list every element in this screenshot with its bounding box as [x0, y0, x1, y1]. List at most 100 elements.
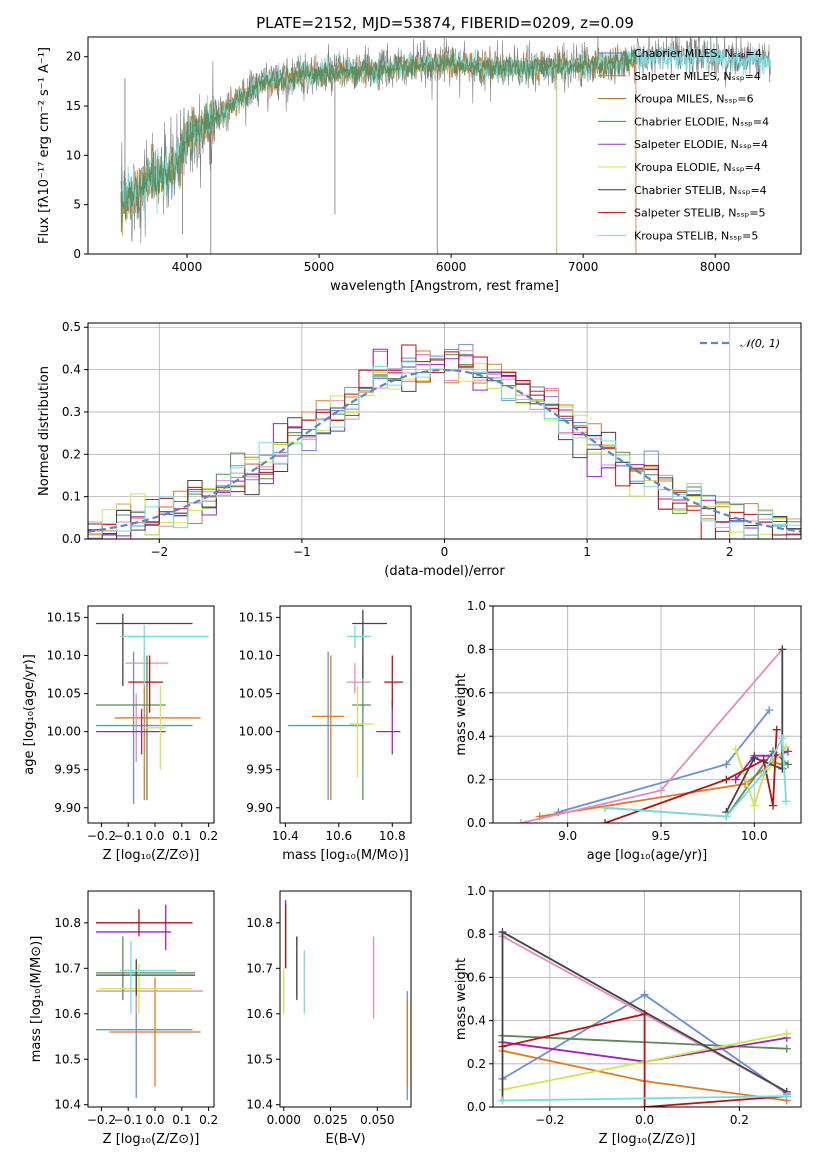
x-tick-label: 0: [441, 545, 449, 559]
series-marker: [772, 725, 781, 734]
series-marker: [601, 819, 609, 823]
series-marker: [782, 1092, 791, 1101]
y-tick-label: 10.4: [54, 1098, 81, 1112]
x-tick-label: 0.2: [199, 1113, 218, 1127]
legend-label: Chabrier ELODIE, Nₛₛₚ=4: [634, 115, 769, 128]
y-tick-label: 0.3: [62, 405, 81, 419]
y-tick-label: 9.90: [54, 801, 81, 815]
x-axis-label: (data-model)/error: [384, 564, 505, 579]
axes-frame: [87, 36, 802, 255]
series-marker: [722, 812, 731, 821]
legend-label: Kroupa MILES, Nₛₛₚ=6: [634, 93, 754, 106]
panel-mass_vs_EBV: 0.000 0.025 0.050 10.4 10.5 10.6 10.7 10.8 E(B-V…: [246, 890, 412, 1147]
x-tick-label: −0.2: [87, 829, 116, 843]
axes-frame: [87, 322, 802, 540]
y-tick-label: 0.8: [467, 927, 486, 941]
y-tick-label: 10.05: [47, 687, 81, 701]
y-tick-label: 0.5: [62, 320, 81, 334]
series-marker: [769, 801, 777, 810]
axes-frame: [492, 605, 802, 824]
panel-massweight_vs_Z: −0.2 0.0 0.2 0.0 0.2 0.4 0.6 0.8 1.0 Z [log₁₀(Z/Z…: [454, 884, 802, 1147]
x-tick-label: −0.2: [535, 1113, 564, 1127]
series-marker: [640, 1010, 649, 1019]
series-marker: [782, 1044, 791, 1053]
series-marker: [517, 819, 525, 823]
x-axis-label: E(B-V): [325, 1132, 365, 1147]
y-axis-label: mass [log₁₀(M/M⊙)]: [29, 936, 44, 1063]
plot-area: [88, 344, 801, 539]
plot-area: [288, 609, 403, 801]
gaussian-curve: [88, 368, 801, 533]
x-tick-label: 7000: [568, 260, 599, 274]
series-marker: [722, 760, 731, 769]
y-tick-label: 9.95: [246, 763, 273, 777]
panel-age_vs_mass: 10.4 10.6 10.8 9.90 9.95 10.00 10.05 10.10 10.15…: [239, 605, 412, 863]
series-marker: [783, 747, 792, 756]
series-marker: [782, 1029, 791, 1038]
y-tick-label: 0.4: [467, 729, 486, 743]
x-tick-label: 2: [726, 545, 734, 559]
y-tick-label: 10.5: [246, 1052, 273, 1066]
y-tick-label: 0.2: [467, 1057, 486, 1071]
y-tick-label: 20: [66, 50, 81, 64]
x-tick-label: 8000: [700, 260, 731, 274]
histogram-series: [88, 344, 801, 539]
legend-label: Salpeter MILES, Nₛₛₚ=4: [634, 70, 761, 83]
y-tick-label: 10.15: [47, 610, 81, 624]
panel-age_vs_Z: −0.2−0.1 0.0 0.1 0.2 9.90 9.95 10.00 10.05 10.10…: [22, 605, 218, 863]
mass-weight-series: [502, 1012, 787, 1107]
x-tick-label: 0.2: [730, 1113, 749, 1127]
series-marker: [759, 769, 768, 778]
x-tick-label: 9.5: [651, 829, 670, 843]
y-tick-label: 10.10: [239, 648, 273, 662]
y-tick-label: 0.0: [467, 816, 486, 830]
series-marker: [731, 775, 740, 784]
x-tick-label: 10.8: [379, 829, 406, 843]
y-tick-label: 1.0: [467, 599, 486, 613]
series-marker: [750, 753, 759, 762]
series-marker: [640, 1103, 649, 1107]
x-tick-label: 0.000: [267, 1113, 301, 1127]
x-axis-label: age [log₁₀(age/yr)]: [587, 848, 708, 863]
y-tick-label: 5: [73, 198, 81, 212]
series-marker: [783, 760, 792, 769]
series-marker: [640, 990, 649, 999]
x-tick-label: 4000: [172, 260, 203, 274]
y-tick-label: 0.0: [467, 1100, 486, 1114]
y-axis-label: age [log₁₀(age/yr)]: [22, 654, 37, 775]
plot-area: [283, 900, 408, 1101]
series-marker: [778, 734, 787, 743]
x-tick-label: 0.2: [199, 829, 218, 843]
x-axis-label: wavelength [Angstrom, rest frame]: [330, 279, 559, 294]
x-tick-label: 10.4: [272, 829, 299, 843]
x-tick-label: −2: [150, 545, 168, 559]
x-axis-label: Z [log₁₀(Z/Z⊙)]: [599, 1132, 696, 1147]
axes-frame: [279, 605, 412, 824]
series-marker: [782, 797, 791, 806]
y-tick-label: 0.4: [62, 363, 81, 377]
y-tick-label: 0.8: [467, 642, 486, 656]
panel-residuals: −2 −1 0 1 2 0.0 0.1 0.2 0.3 0.4 0.5 (data-model)/er…: [37, 320, 802, 579]
series-marker: [765, 706, 774, 715]
x-tick-label: 9.0: [558, 829, 577, 843]
x-tick-label: 10.0: [741, 829, 768, 843]
y-tick-label: 0: [73, 247, 81, 261]
axes-frame: [279, 890, 412, 1108]
panel-spectrum: 4000 5000 6000 7000 8000 0 5 10 15 20 wavelength […: [37, 36, 802, 294]
y-tick-label: 10.8: [54, 916, 81, 930]
y-axis-label: Flux [fλ10⁻¹⁷ erg cm⁻² s⁻¹ A⁻¹]: [37, 47, 52, 244]
y-tick-label: 10.00: [47, 725, 81, 739]
x-tick-label: 6000: [436, 260, 467, 274]
y-tick-label: 10.6: [54, 1007, 81, 1021]
x-tick-label: 0.0: [145, 1113, 164, 1127]
x-axis-label: Z [log₁₀(Z/Z⊙)]: [103, 1132, 200, 1147]
y-axis-label: mass weight: [454, 673, 469, 755]
y-tick-label: 15: [66, 99, 81, 113]
series-marker: [722, 775, 731, 784]
series-marker: [731, 745, 740, 754]
y-tick-label: 0.6: [467, 970, 486, 984]
y-tick-label: 0.4: [467, 1014, 486, 1028]
y-tick-label: 10.15: [239, 610, 273, 624]
